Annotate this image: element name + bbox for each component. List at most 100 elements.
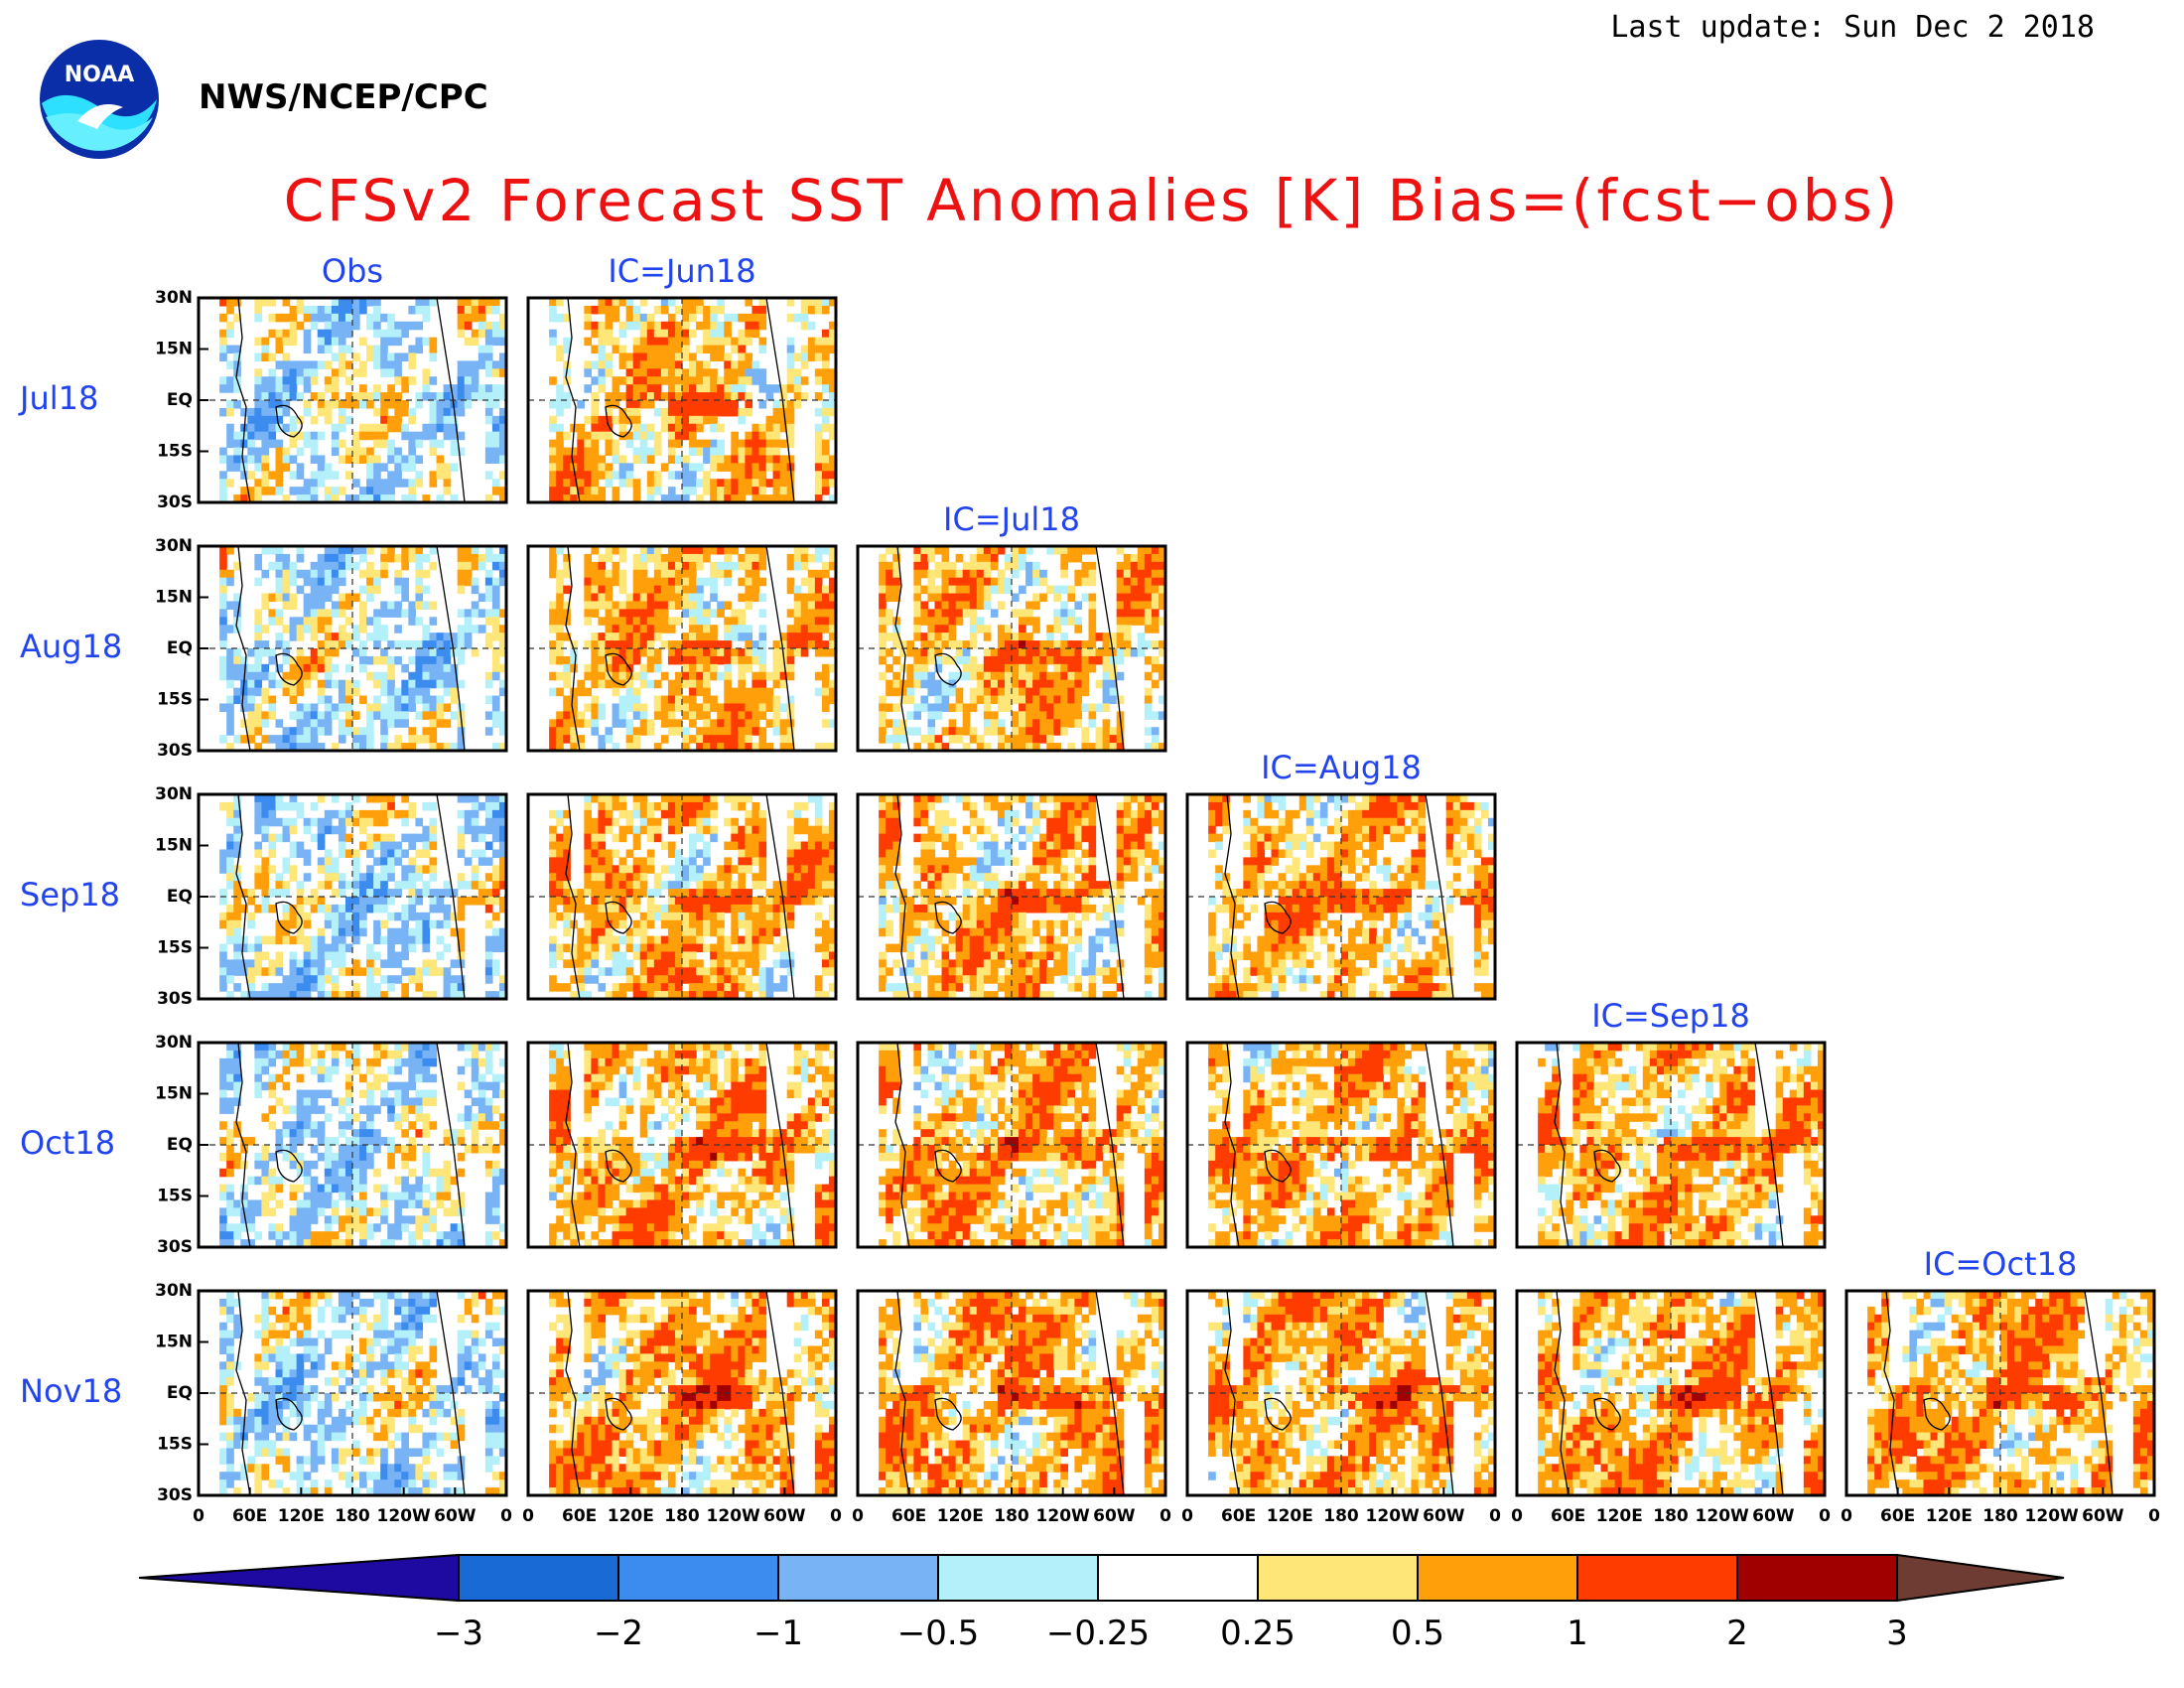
lat-tick-label: 30N [155, 1033, 193, 1053]
colorbar-swatch [937, 1554, 1099, 1602]
panels [197, 296, 2156, 1497]
map-panel [1515, 1289, 1827, 1497]
lon-tick-label: 0 [830, 1506, 842, 1526]
colorbar-tick-label: 2 [1726, 1614, 1748, 1653]
lat-tick-label: 15N [155, 836, 193, 856]
column-header: Obs [322, 252, 383, 290]
colorbar-low-arrow [138, 1553, 460, 1603]
lon-tick-label: 120E [1267, 1506, 1313, 1526]
colorbar-swatch [1576, 1554, 1738, 1602]
map-panel [856, 1041, 1167, 1249]
map-panel [1185, 792, 1497, 1001]
colorbar-tick-label: 1 [1567, 1614, 1588, 1653]
lon-tick-label: 60E [232, 1506, 267, 1526]
map-panel [197, 1041, 508, 1249]
lat-tick-label: 15N [155, 588, 193, 608]
map-panel [526, 296, 838, 504]
map-panel [1185, 1289, 1497, 1497]
colorbar-swatch [1736, 1554, 1898, 1602]
colorbar-high-arrow [1896, 1553, 2065, 1603]
colorbar-tick-label: 3 [1886, 1614, 1908, 1653]
lon-tick-label: 60W [2082, 1506, 2124, 1526]
lon-tick-label: 120W [1696, 1506, 1749, 1526]
map-panel [526, 544, 838, 753]
lon-tick-label: 0 [500, 1506, 512, 1526]
lat-tick-label: 15S [157, 442, 193, 462]
lon-tick-label: 120E [608, 1506, 654, 1526]
lon-tick-label: 0 [1819, 1506, 1831, 1526]
map-panel [197, 1289, 508, 1497]
colorbar-tick-label: −2 [594, 1614, 643, 1653]
lon-tick-label: 0 [1489, 1506, 1501, 1526]
map-panel [526, 1289, 838, 1497]
lon-tick-label: 0 [1160, 1506, 1171, 1526]
colorbar-tick-label: −3 [434, 1614, 483, 1653]
colorbar-tick-label: −1 [753, 1614, 803, 1653]
column-header: IC=Oct18 [1924, 1245, 2078, 1283]
lon-tick-label: 180 [1982, 1506, 2018, 1526]
lon-tick-label: 60E [1221, 1506, 1256, 1526]
colorbar-swatch [1257, 1554, 1419, 1602]
lat-tick-label: 15S [157, 690, 193, 710]
colorbar-swatch [617, 1554, 779, 1602]
lat-tick-label: EQ [167, 1135, 193, 1155]
map-panel [197, 544, 508, 753]
column-header: IC=Aug18 [1261, 749, 1422, 786]
lon-tick-label: 0 [2148, 1506, 2160, 1526]
lon-tick-label: 60W [434, 1506, 477, 1526]
map-panel [856, 792, 1167, 1001]
column-header: IC=Sep18 [1591, 997, 1750, 1035]
row-label: Nov18 [20, 1372, 122, 1410]
map-panel [856, 544, 1167, 753]
map-panel [526, 792, 838, 1001]
lon-tick-label: 180 [664, 1506, 700, 1526]
colorbar-swatch [458, 1554, 619, 1602]
lat-tick-label: 30S [157, 1237, 193, 1257]
lon-tick-label: 120E [937, 1506, 984, 1526]
lon-tick-label: 120E [1596, 1506, 1643, 1526]
logo-text: NOAA [65, 63, 135, 87]
lon-tick-label: 180 [335, 1506, 370, 1526]
lat-tick-label: 30N [155, 536, 193, 556]
colorbar-swatch [777, 1554, 939, 1602]
lon-tick-label: 60W [1093, 1506, 1136, 1526]
lon-tick-label: 60W [1752, 1506, 1795, 1526]
row-label: Oct18 [20, 1124, 115, 1162]
lat-tick-label: EQ [167, 390, 193, 410]
latitude-axis: 30N 15N EQ 15S 30S 30N 15N EQ 15S 30S 30N 15N EQ 15S 3… [155, 288, 208, 1505]
lon-tick-label: 60E [1551, 1506, 1585, 1526]
row-label: Jul18 [18, 379, 98, 417]
row-label: Aug18 [20, 628, 122, 665]
lat-tick-label: 15S [157, 1187, 193, 1206]
column-headers: Obs IC=Jun18 IC=Jul18 IC=Aug18 IC=Sep18 IC=Oc… [322, 252, 2077, 1283]
last-update-text: Last update: Sun Dec 2 2018 [1610, 10, 2095, 45]
lon-tick-label: 120E [1926, 1506, 1973, 1526]
lon-tick-label: 180 [994, 1506, 1029, 1526]
lat-tick-label: EQ [167, 1383, 193, 1403]
colorbar-tick-label: 0.25 [1220, 1614, 1296, 1653]
lon-tick-label: 60W [763, 1506, 806, 1526]
lon-tick-label: 120W [2025, 1506, 2079, 1526]
lon-tick-label: 60E [1880, 1506, 1915, 1526]
lon-tick-label: 120E [278, 1506, 325, 1526]
map-panel [526, 1041, 838, 1249]
noaa-logo: NOAA [38, 38, 161, 165]
lon-tick-label: 60W [1423, 1506, 1465, 1526]
lat-tick-label: 30N [155, 1281, 193, 1301]
lon-tick-label: 180 [1323, 1506, 1359, 1526]
colorbar-tick-label: −0.25 [1046, 1614, 1150, 1653]
lat-tick-label: 15S [157, 938, 193, 958]
column-header: IC=Jul18 [943, 500, 1080, 538]
lat-tick-label: 15N [155, 1333, 193, 1352]
longitude-axes: 0 60E 120E 180 120W 60W 0 0 60E 120E 180 120W 60W 0 0 6… [193, 1487, 2160, 1526]
lat-tick-label: EQ [167, 887, 193, 907]
colorbar: −3 −2 −1 −0.5 −0.25 0.25 0.5 1 2 3 [138, 1553, 2065, 1653]
lon-tick-label: 0 [852, 1506, 864, 1526]
organization-name: NWS/NCEP/CPC [199, 77, 488, 117]
column-header: IC=Jun18 [608, 252, 755, 290]
lat-tick-label: 30S [157, 492, 193, 512]
row-label: Sep18 [20, 876, 120, 914]
lon-tick-label: 0 [1511, 1506, 1523, 1526]
lon-tick-label: 120W [1036, 1506, 1090, 1526]
